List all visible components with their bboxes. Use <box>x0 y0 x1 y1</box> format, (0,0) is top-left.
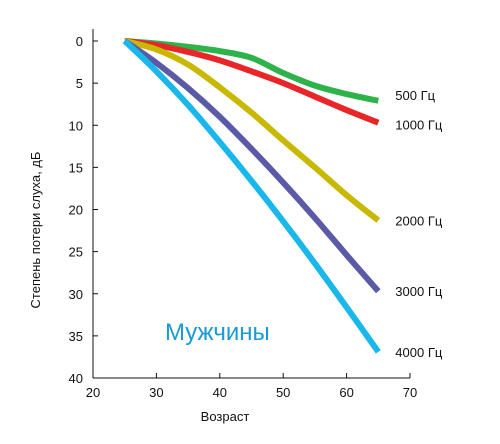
y-tick-label: 10 <box>69 118 83 133</box>
y-axis-title: Степень потери слуха, дБ <box>28 152 43 309</box>
y-tick-label: 25 <box>69 245 83 260</box>
annotation-men: Мужчины <box>165 319 270 346</box>
y-ticks: 0 5 10 15 20 25 30 35 40 <box>69 34 98 386</box>
x-tick-label: 20 <box>86 385 100 400</box>
series-label: 4000 Гц <box>395 345 443 360</box>
y-tick-label: 40 <box>69 371 83 386</box>
series-line-1000-Гц <box>124 38 380 126</box>
y-tick-label: 35 <box>69 329 83 344</box>
y-tick-label: 0 <box>76 34 83 49</box>
series-label: 3000 Гц <box>395 284 443 299</box>
series-label: 500 Гц <box>395 88 435 103</box>
series-line-2000-Гц <box>123 38 381 223</box>
y-tick-label: 5 <box>76 76 83 91</box>
y-tick-label: 20 <box>69 203 83 218</box>
series-labels: 500 Гц 1000 Гц 2000 Гц 3000 Гц 4000 Гц <box>395 88 443 360</box>
series-lines <box>122 38 381 354</box>
x-tick-label: 70 <box>403 385 417 400</box>
x-tick-label: 60 <box>339 385 353 400</box>
series-label: 2000 Гц <box>395 213 443 228</box>
series-line-4000-Гц <box>122 38 381 354</box>
x-axis-title: Возраст <box>201 409 250 424</box>
x-tick-label: 30 <box>149 385 163 400</box>
series-label: 1000 Гц <box>395 118 443 133</box>
x-tick-label: 40 <box>213 385 227 400</box>
y-tick-label: 15 <box>69 160 83 175</box>
series-line-3000-Гц <box>122 38 381 294</box>
x-tick-label: 50 <box>276 385 290 400</box>
x-ticks: 20 30 40 50 60 70 <box>86 373 417 400</box>
y-tick-label: 30 <box>69 287 83 302</box>
axes <box>92 29 410 379</box>
